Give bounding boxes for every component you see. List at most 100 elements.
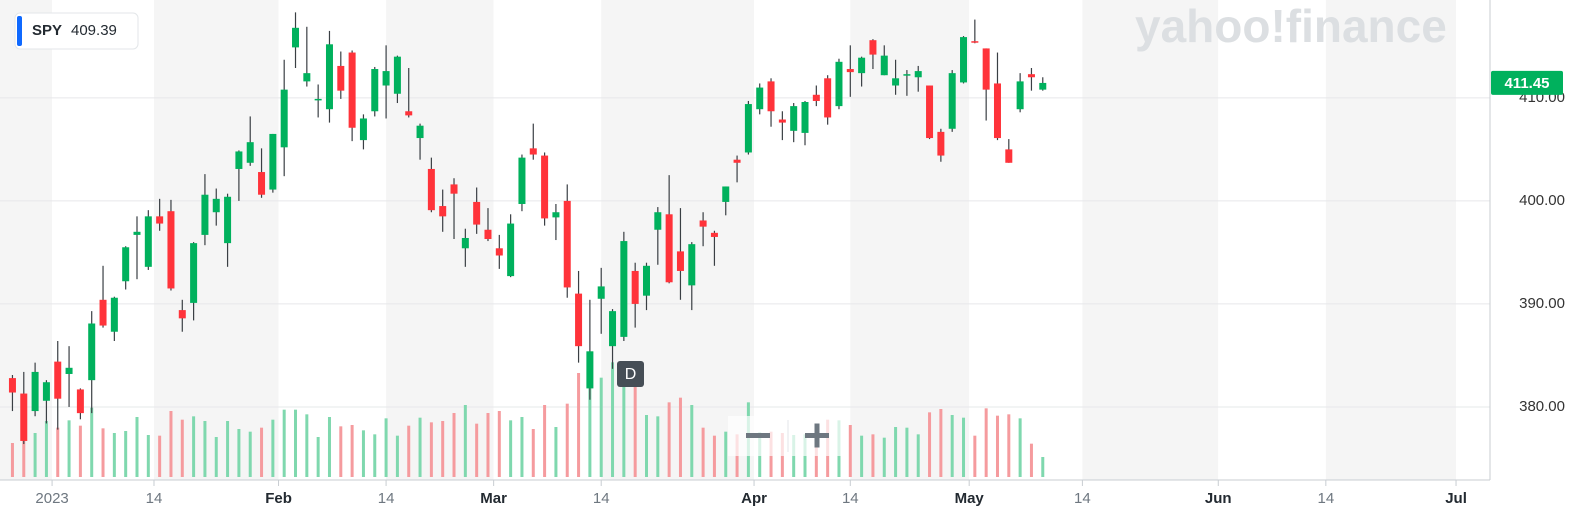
volume-bar: [67, 420, 71, 477]
candle-body: [869, 40, 877, 55]
quote: 409.39: [71, 22, 117, 39]
candle-body: [575, 293, 583, 347]
candle-body: [156, 216, 164, 224]
volume-bar: [339, 426, 343, 477]
volume-bar: [882, 437, 886, 477]
volume-bar: [90, 407, 94, 477]
volume-bar: [395, 435, 399, 477]
candle-body: [1005, 149, 1013, 163]
volume-bar: [441, 421, 445, 477]
candle-body: [42, 382, 50, 401]
volume-bar: [327, 417, 331, 477]
zoom-in[interactable]: [805, 423, 829, 448]
candle-body: [1016, 81, 1024, 110]
last-price-box: [1491, 70, 1563, 95]
volume-bar: [305, 414, 309, 477]
candle-body: [993, 83, 1001, 139]
candle-body: [337, 65, 345, 91]
candle-body: [733, 159, 741, 163]
y-tick-label: 390.00: [1519, 295, 1565, 312]
candle-body: [699, 220, 707, 227]
band: [153, 0, 279, 480]
candle-body: [903, 74, 911, 76]
volume-bar: [452, 413, 456, 477]
candle-body: [620, 241, 628, 337]
candle-body: [960, 37, 968, 83]
volume-bar: [916, 434, 920, 477]
volume-bar: [135, 417, 139, 477]
candle-body: [371, 69, 379, 112]
volume-bar: [724, 431, 728, 477]
volume-bar: [656, 416, 660, 477]
volume-bar: [1041, 457, 1045, 477]
candle-body: [654, 212, 662, 230]
candle-body: [982, 48, 990, 90]
x-tick-label: 14: [1074, 490, 1091, 507]
candle-body: [948, 73, 956, 129]
candle-body: [8, 378, 16, 393]
background-bands: [0, 0, 1490, 480]
candle-body: [292, 27, 300, 48]
candle-body: [835, 61, 843, 107]
x-tick-label: Feb: [265, 490, 292, 507]
volume-bar: [294, 409, 298, 477]
volume-bar: [44, 421, 48, 477]
volume-bar: [169, 411, 173, 477]
candle-body: [846, 69, 854, 73]
candle-body: [348, 52, 356, 128]
volume-bar: [10, 443, 14, 477]
candle-body: [518, 157, 526, 204]
candle-body: [824, 78, 832, 118]
candle-body: [314, 98, 322, 101]
event-marker-bg: [617, 361, 644, 387]
candle-body: [280, 89, 288, 148]
candle-body: [778, 119, 786, 123]
volume-bar: [543, 405, 547, 477]
candle-body: [801, 101, 809, 133]
volume-bar: [158, 435, 162, 477]
candle-body: [167, 211, 175, 289]
volume-bar: [146, 435, 150, 477]
zoom-in-v: [814, 423, 820, 448]
candle-body: [586, 351, 594, 389]
candle-body: [31, 371, 39, 412]
volume-bar: [894, 427, 898, 477]
candle-body: [790, 106, 798, 131]
candle-body: [676, 251, 684, 271]
candle-body: [665, 214, 673, 283]
y-tick-label: 400.00: [1519, 192, 1565, 209]
volume-bar: [112, 433, 116, 477]
candle-body: [631, 270, 639, 304]
volume-bar: [814, 437, 818, 477]
candle-body: [710, 232, 718, 237]
watermark: yahoo!finance: [1135, 0, 1447, 52]
volume-bar: [316, 437, 320, 477]
candle-body: [427, 168, 435, 211]
candle-body: [258, 172, 266, 195]
symbol-box: SPY 409.39: [14, 12, 139, 50]
volume-bar: [497, 411, 501, 477]
volume-bar: [905, 427, 909, 477]
candle-body: [122, 247, 130, 282]
volume-bar: [611, 362, 615, 477]
volume-bar: [939, 409, 943, 477]
event-marker-label: D: [625, 366, 637, 383]
candle-body: [495, 248, 503, 256]
volume-bar: [633, 383, 637, 477]
candle-body: [20, 393, 28, 441]
volume-bar: [588, 372, 592, 477]
candle-body: [937, 131, 945, 156]
candle-body: [507, 223, 515, 277]
candle-body: [722, 186, 730, 202]
volume-bar: [384, 418, 388, 477]
volume-bar: [463, 405, 467, 477]
band: [754, 0, 851, 480]
candle-body: [65, 367, 73, 374]
candle-body: [1027, 74, 1035, 78]
volume-bar: [995, 415, 999, 477]
volume-bar: [407, 425, 411, 477]
candle-body: [99, 299, 107, 326]
zoom-out[interactable]: [746, 433, 770, 438]
volume-bar: [237, 429, 241, 477]
candle-body: [235, 151, 243, 169]
